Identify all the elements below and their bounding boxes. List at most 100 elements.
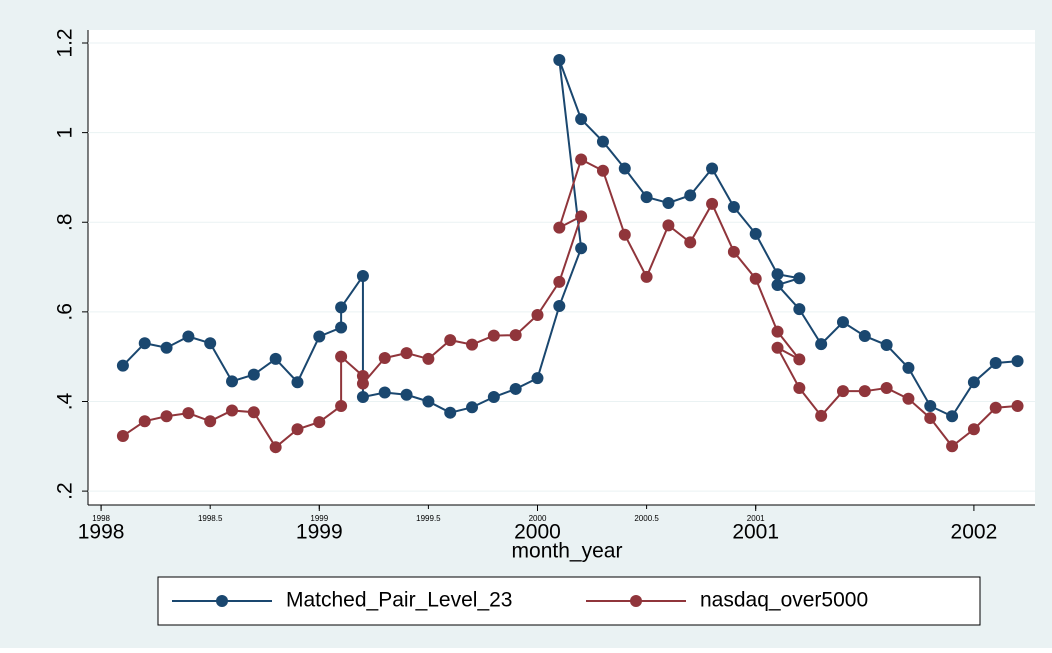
- marker: [226, 375, 239, 388]
- marker: [400, 347, 413, 360]
- marker: [771, 278, 784, 291]
- marker: [335, 301, 348, 314]
- marker: [902, 392, 915, 405]
- marker: [444, 334, 457, 347]
- marker: [335, 321, 348, 334]
- legend: [157, 576, 981, 626]
- marker: [815, 338, 828, 351]
- marker: [793, 272, 806, 285]
- marker: [684, 236, 697, 249]
- marker: [487, 391, 500, 404]
- marker: [596, 164, 609, 177]
- marker: [662, 196, 675, 209]
- marker: [662, 219, 675, 232]
- marker: [226, 404, 239, 417]
- marker: [182, 407, 195, 420]
- marker: [378, 386, 391, 399]
- marker: [487, 329, 500, 342]
- x-tick-label: 2002: [951, 521, 998, 544]
- x-minor-tick-label: 2001: [747, 514, 765, 523]
- marker: [138, 415, 151, 428]
- marker: [793, 353, 806, 366]
- y-tick-label: .4: [54, 392, 77, 410]
- y-tick-label: 1: [54, 127, 77, 139]
- legend-marker: [630, 595, 642, 607]
- marker: [771, 325, 784, 338]
- marker: [356, 377, 369, 390]
- marker: [706, 162, 719, 175]
- marker: [466, 338, 479, 351]
- marker: [749, 227, 762, 240]
- x-tick-label: 2001: [732, 521, 779, 544]
- marker: [444, 406, 457, 419]
- marker: [247, 368, 260, 381]
- marker: [596, 135, 609, 148]
- plot-area: [88, 30, 1035, 505]
- marker: [989, 356, 1002, 369]
- marker: [575, 210, 588, 223]
- marker: [291, 423, 304, 436]
- marker: [291, 376, 304, 389]
- marker: [836, 316, 849, 329]
- marker: [836, 385, 849, 398]
- marker: [247, 406, 260, 419]
- x-minor-tick-label: 2000.5: [634, 514, 659, 523]
- marker: [509, 329, 522, 342]
- marker: [946, 440, 959, 453]
- legend-label: nasdaq_over5000: [700, 589, 868, 612]
- marker: [356, 391, 369, 404]
- x-minor-tick-label: 1999: [310, 514, 328, 523]
- marker: [335, 350, 348, 363]
- x-tick-label: 1998: [78, 521, 125, 544]
- marker: [116, 359, 129, 372]
- marker: [466, 401, 479, 414]
- marker: [880, 339, 893, 352]
- marker: [313, 416, 326, 429]
- marker: [793, 382, 806, 395]
- marker: [618, 162, 631, 175]
- marker: [858, 330, 871, 343]
- marker: [749, 272, 762, 285]
- marker: [640, 191, 653, 204]
- marker: [575, 153, 588, 166]
- x-minor-tick-label: 1998.5: [198, 514, 223, 523]
- marker: [313, 330, 326, 343]
- marker: [269, 441, 282, 454]
- marker: [706, 197, 719, 210]
- marker: [880, 382, 893, 395]
- marker: [356, 270, 369, 283]
- marker: [618, 228, 631, 241]
- x-axis-title: month_year: [512, 540, 623, 563]
- marker: [902, 361, 915, 374]
- marker: [182, 330, 195, 343]
- marker: [531, 372, 544, 385]
- marker: [378, 352, 391, 365]
- marker: [640, 270, 653, 283]
- marker: [924, 399, 937, 412]
- marker: [204, 337, 217, 350]
- marker: [989, 401, 1002, 414]
- marker: [815, 409, 828, 422]
- x-minor-tick-label: 2000: [529, 514, 547, 523]
- y-tick-label: .8: [54, 213, 77, 231]
- marker: [553, 275, 566, 288]
- marker: [531, 309, 544, 321]
- marker: [575, 242, 588, 255]
- marker: [727, 245, 740, 258]
- marker: [160, 410, 173, 423]
- marker: [771, 268, 784, 281]
- marker: [684, 189, 697, 202]
- y-tick-label: 1.2: [54, 28, 77, 57]
- marker: [422, 395, 435, 408]
- marker: [269, 352, 282, 365]
- legend-marker: [216, 595, 228, 607]
- marker: [400, 388, 413, 401]
- x-minor-tick-label: 1998: [92, 514, 110, 523]
- marker: [727, 201, 740, 214]
- marker: [1011, 399, 1024, 412]
- legend-label: Matched_Pair_Level_23: [286, 589, 513, 612]
- marker: [160, 341, 173, 354]
- marker: [116, 429, 129, 442]
- marker: [422, 352, 435, 365]
